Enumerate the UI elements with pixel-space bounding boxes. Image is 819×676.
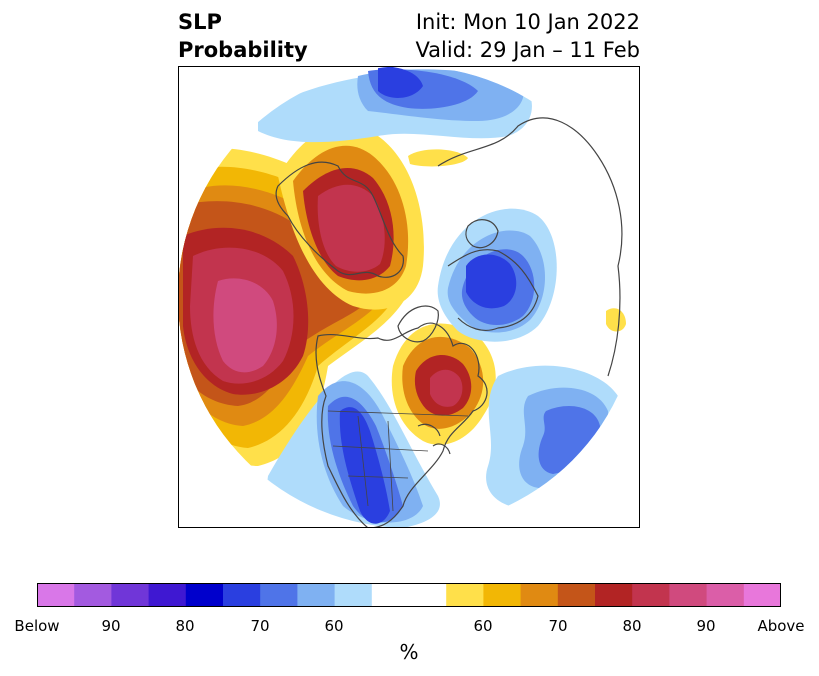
colorbar-cell <box>446 583 484 607</box>
greenland-coast <box>397 305 439 343</box>
colorbar <box>37 583 781 607</box>
title-line-2: Probability <box>178 38 308 62</box>
colorbar-tick-label: 90 <box>696 617 716 635</box>
na-contour-4 <box>339 407 390 524</box>
colorbar-tick-label: Below <box>14 617 60 635</box>
probability-fields <box>178 66 626 528</box>
colorbar-cell <box>260 583 298 607</box>
great-lakes <box>417 423 451 455</box>
init-date: Init: Mon 10 Jan 2022 <box>415 10 640 34</box>
bering-contour-4 <box>317 184 385 272</box>
colorbar-cell <box>595 583 633 607</box>
colorbar-tick-label: 70 <box>250 617 270 635</box>
map-title: SLP Probability <box>178 8 308 64</box>
arctic-yellow-patch <box>408 149 468 167</box>
map-subtitle: Init: Mon 10 Jan 2022 Valid: 29 Jan – 11… <box>415 8 640 64</box>
colorbar-cell <box>669 583 708 607</box>
colorbar-cells <box>37 583 781 607</box>
colorbar-cell <box>743 583 781 607</box>
pacific-contour-7 <box>213 278 277 373</box>
colorbar-tick-label: 80 <box>622 617 642 635</box>
europe-low-anomaly <box>437 208 557 342</box>
north-america-coast <box>315 322 488 528</box>
colorbar-cell <box>409 583 447 607</box>
valid-range: Valid: 29 Jan – 11 Feb <box>415 38 640 62</box>
colorbar-tick-label: 80 <box>175 617 195 635</box>
polar-map <box>178 66 640 528</box>
colorbar-unit: % <box>399 640 419 664</box>
colorbar-tick-label: Above <box>757 617 805 635</box>
colorbar-tick-label: 90 <box>101 617 121 635</box>
siberia-low-anomaly <box>258 66 532 143</box>
colorbar-tick-label: 70 <box>548 617 568 635</box>
colorbar-cell <box>371 583 410 607</box>
colorbar-cell <box>706 583 745 607</box>
coastlines <box>275 117 623 528</box>
colorbar-cell <box>483 583 522 607</box>
hudson-contour-4 <box>430 369 463 407</box>
north-america-low-anomaly <box>267 371 440 528</box>
colorbar-cell <box>223 583 261 607</box>
atlantic-contour-3 <box>538 406 600 474</box>
siberia-yellow-patch <box>606 308 626 332</box>
eurasia-coast <box>437 117 623 377</box>
colorbar-cell <box>632 583 670 607</box>
europe-contour-4 <box>466 254 517 309</box>
colorbar-cell <box>185 583 224 607</box>
colorbar-tick-label: 60 <box>324 617 344 635</box>
scandinavia-coast <box>465 219 499 249</box>
colorbar-cell <box>557 583 596 607</box>
colorbar-cell <box>297 583 336 607</box>
bering-high-anomaly <box>278 124 424 310</box>
title-line-1: SLP <box>178 10 222 34</box>
colorbar-tick-label: 60 <box>473 617 493 635</box>
colorbar-cell <box>74 583 112 607</box>
siberia-contour-4 <box>378 66 423 98</box>
colorbar-cell <box>148 583 187 607</box>
us-borders <box>327 410 469 512</box>
colorbar-cell <box>111 583 150 607</box>
colorbar-cell <box>334 583 373 607</box>
alaska-coast <box>275 161 405 278</box>
colorbar-cell <box>37 583 75 607</box>
colorbar-cell <box>520 583 559 607</box>
